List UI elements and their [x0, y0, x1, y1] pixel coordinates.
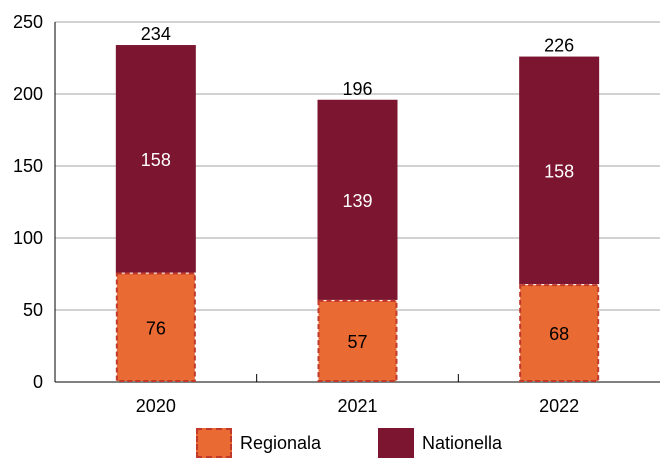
data-label-total: 196	[342, 79, 372, 99]
data-label-regionala: 57	[347, 332, 367, 352]
y-tick-label: 200	[13, 84, 43, 104]
x-tick-label: 2022	[539, 396, 579, 416]
chart-legend: Regionala Nationella	[0, 428, 662, 462]
x-tick-label: 2021	[337, 396, 377, 416]
legend-label-regionala: Regionala	[240, 432, 322, 453]
bar-regionala-2020	[115, 272, 196, 382]
data-label-total: 234	[141, 24, 171, 44]
bar-nationella-2020	[115, 45, 196, 273]
data-label-nationella: 158	[544, 161, 574, 181]
bar-nationella-2022	[519, 56, 600, 285]
legend-item-nationella: Nationella	[378, 428, 502, 458]
legend-label-nationella: Nationella	[422, 432, 503, 453]
legend-swatch-nationella	[378, 428, 414, 458]
y-tick-label: 150	[13, 156, 43, 176]
x-tick-label: 2020	[136, 396, 176, 416]
data-label-regionala: 76	[146, 318, 166, 338]
y-tick-label: 100	[13, 228, 43, 248]
bar-nationella-2021	[317, 99, 398, 300]
data-label-total: 226	[544, 36, 574, 56]
y-tick-label: 250	[13, 12, 43, 32]
data-label-nationella: 139	[342, 191, 372, 211]
data-label-nationella: 158	[141, 150, 171, 170]
bar-regionala-2022	[519, 284, 600, 382]
data-label-regionala: 68	[549, 324, 569, 344]
y-tick-label: 0	[33, 372, 43, 392]
y-tick-label: 50	[23, 300, 43, 320]
bar-regionala-2021	[317, 299, 398, 383]
stacked-bar-chart: 0 50 100 150 200 250 76 158 234 2020 57 139 196 2021 6…	[13, 12, 660, 416]
legend-item-regionala: Regionala	[196, 428, 321, 458]
legend-swatch-regionala	[196, 428, 232, 458]
